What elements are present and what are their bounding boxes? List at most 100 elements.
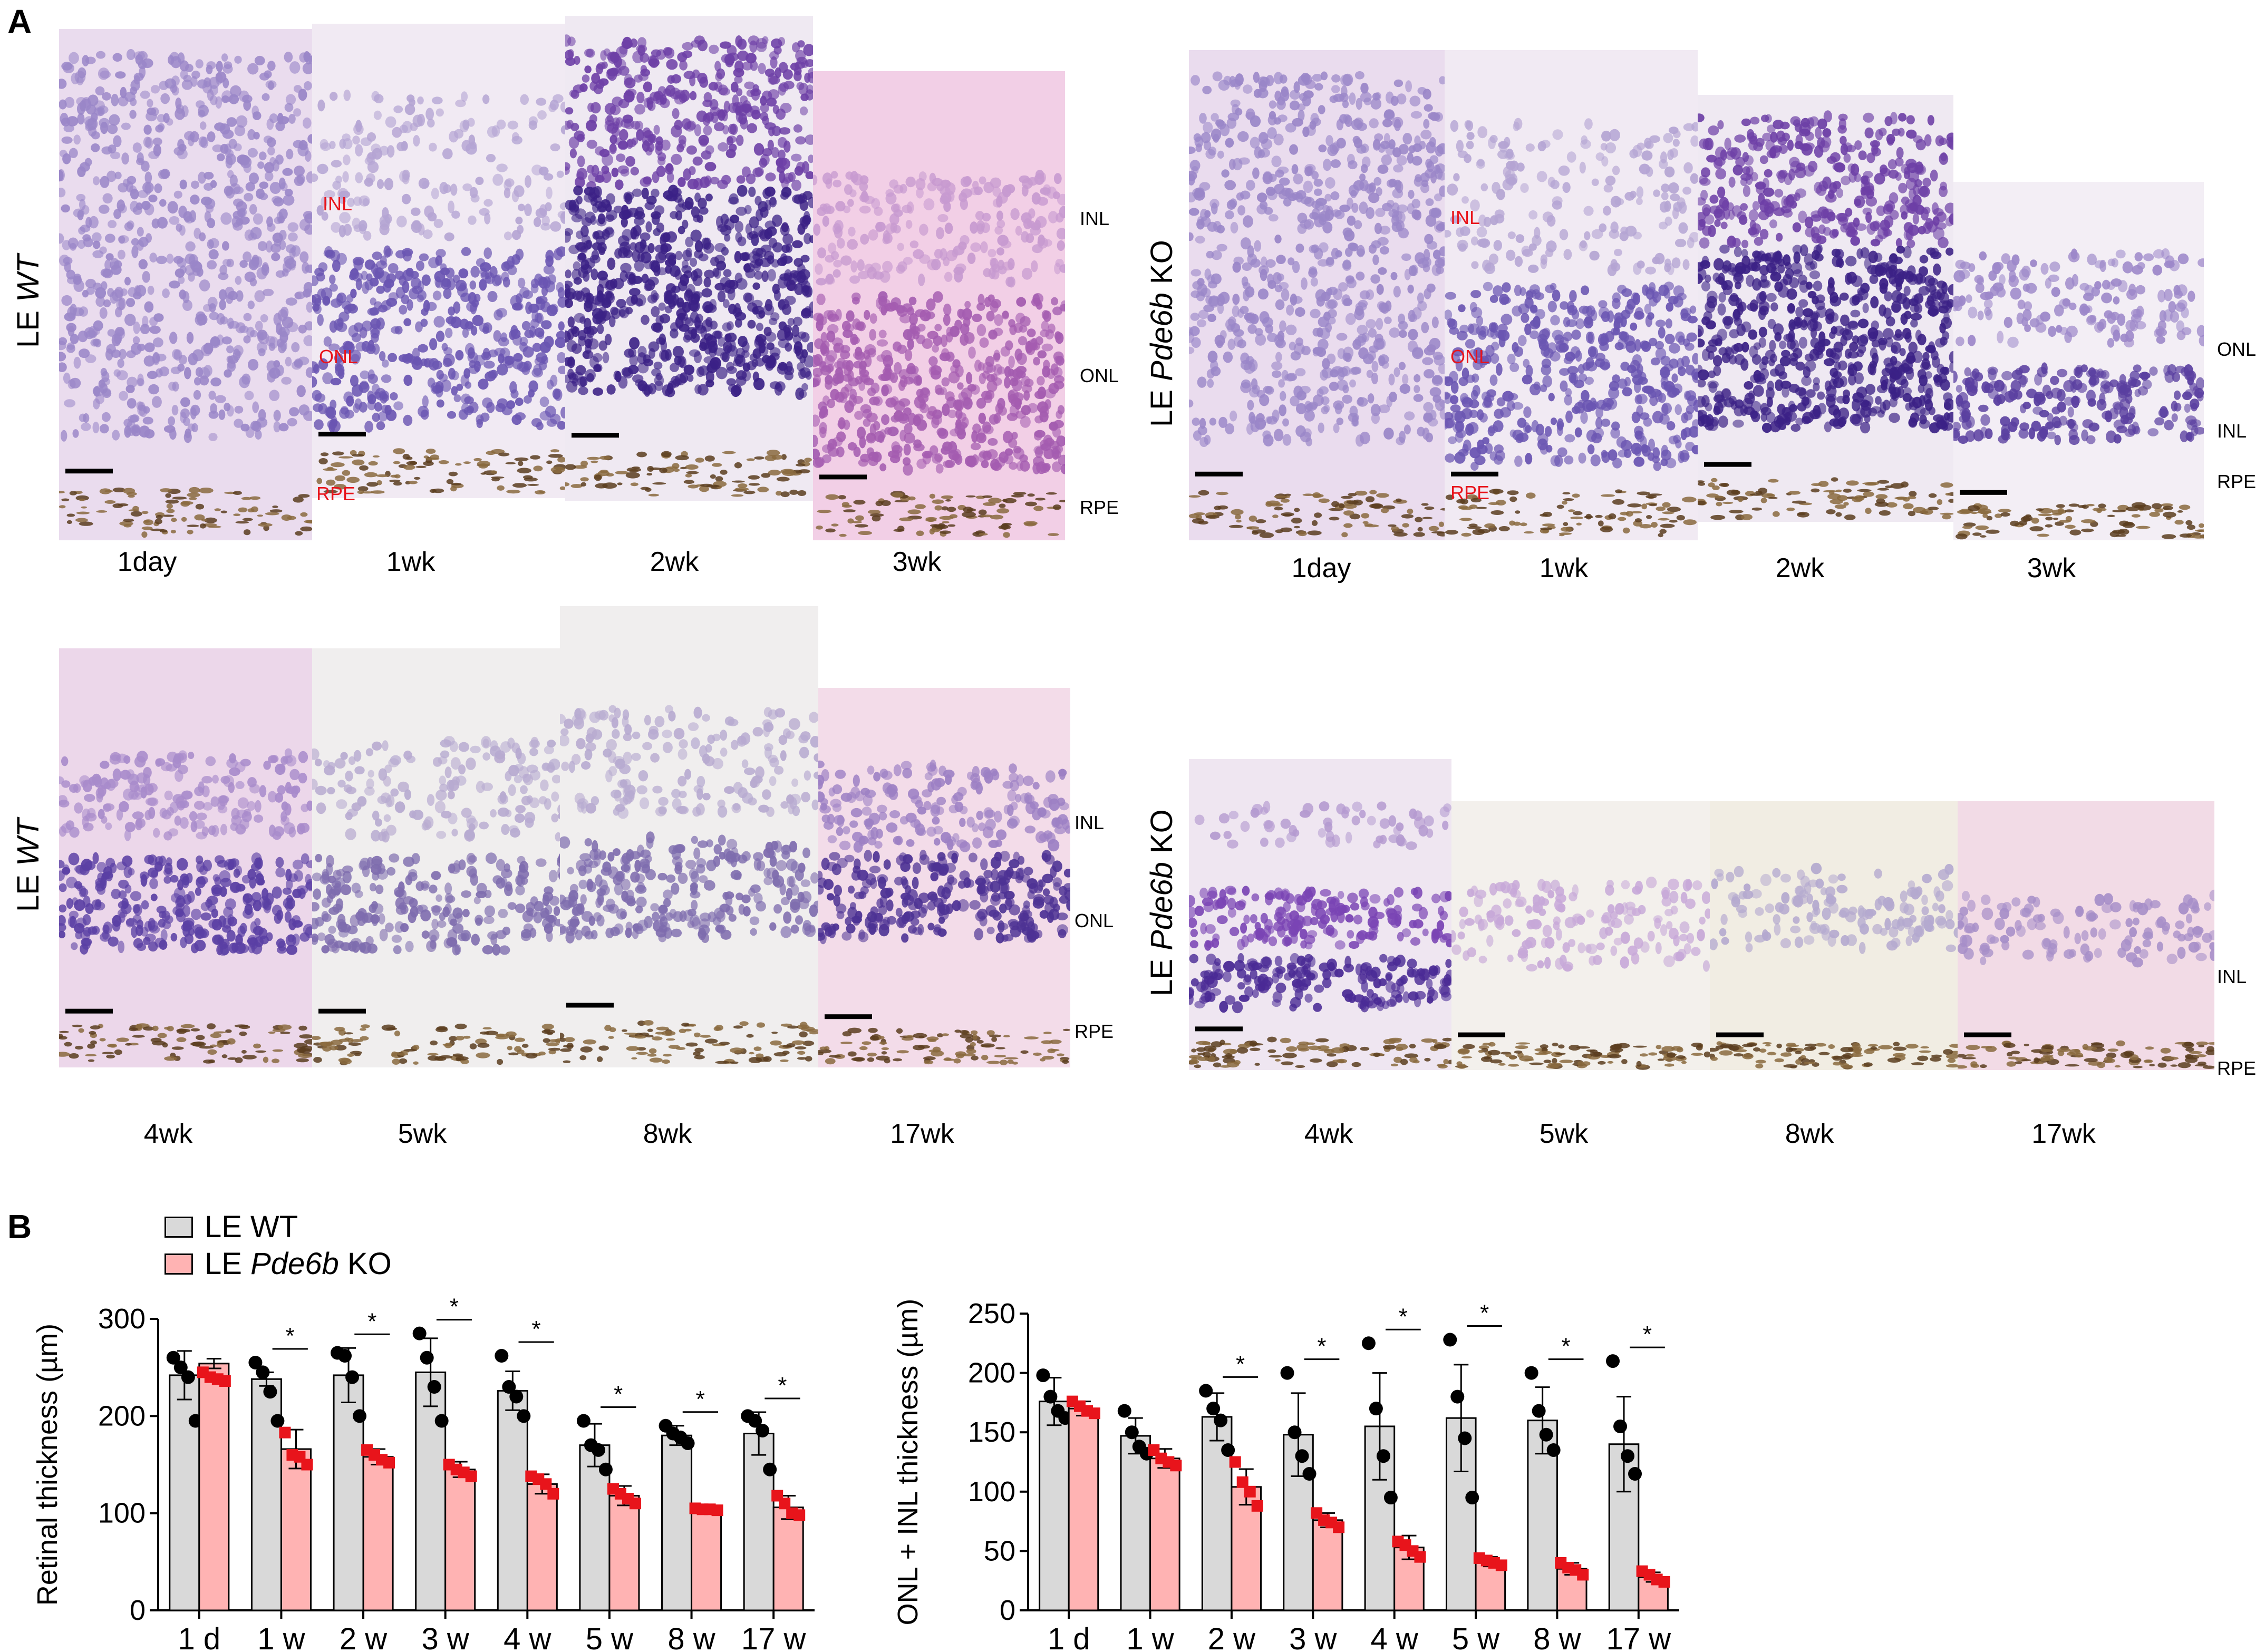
data-point bbox=[576, 1414, 591, 1428]
significance-star: * bbox=[286, 1323, 295, 1349]
data-point bbox=[256, 1365, 270, 1379]
rpe-red-label: RPE bbox=[1450, 482, 1490, 503]
bar bbox=[743, 1433, 775, 1611]
significance-star: * bbox=[1399, 1304, 1408, 1329]
bar bbox=[169, 1374, 200, 1611]
data-point bbox=[598, 1462, 613, 1476]
rpe-red-label: RPE bbox=[316, 483, 356, 504]
time-label: 2wk bbox=[1775, 553, 1825, 584]
scale-bar bbox=[1964, 1032, 2011, 1037]
y-tick-label: 100 bbox=[98, 1498, 146, 1529]
significance-star: * bbox=[532, 1316, 541, 1342]
histology-tile bbox=[59, 648, 312, 1067]
histology-tile bbox=[1189, 759, 1451, 1070]
row-label-ko-top: LE Pde6b KO bbox=[1145, 240, 1179, 427]
data-point bbox=[1302, 1467, 1317, 1481]
scale-bar bbox=[1195, 1026, 1243, 1032]
data-point bbox=[1251, 1500, 1263, 1512]
data-point bbox=[263, 1385, 277, 1399]
histology-tile bbox=[565, 16, 813, 501]
data-point bbox=[412, 1326, 427, 1340]
data-point bbox=[1376, 1449, 1390, 1463]
data-point bbox=[756, 1423, 770, 1437]
data-point bbox=[1361, 1336, 1376, 1350]
x-tick-label: 4 w bbox=[1371, 1622, 1419, 1652]
histology-tile bbox=[59, 29, 312, 540]
data-point bbox=[427, 1380, 441, 1394]
data-point bbox=[540, 1478, 552, 1490]
histology-tile bbox=[818, 688, 1070, 1067]
data-point bbox=[270, 1414, 285, 1428]
data-point bbox=[748, 1414, 762, 1428]
legend-ko: LE Pde6b KO bbox=[164, 1246, 392, 1281]
histology-tile bbox=[1189, 50, 1445, 540]
x-tick-label: 3 w bbox=[1289, 1622, 1337, 1652]
data-point bbox=[1125, 1425, 1139, 1440]
data-point bbox=[502, 1380, 516, 1394]
scale-bar bbox=[566, 1003, 614, 1008]
time-label: 3wk bbox=[892, 547, 942, 577]
data-point bbox=[173, 1361, 188, 1375]
bar bbox=[772, 1507, 804, 1611]
data-point bbox=[495, 1349, 509, 1363]
y-tick-label: 150 bbox=[968, 1416, 1015, 1448]
data-point bbox=[1295, 1449, 1309, 1463]
data-point bbox=[1369, 1402, 1383, 1416]
time-label: 2wk bbox=[650, 547, 699, 577]
significance-star: * bbox=[1643, 1321, 1652, 1347]
time-label: 17wk bbox=[890, 1119, 954, 1149]
bar bbox=[691, 1508, 722, 1611]
data-point bbox=[338, 1349, 352, 1363]
row-label-wt-bottom: LE WT bbox=[11, 818, 45, 912]
data-point bbox=[383, 1456, 395, 1469]
data-point bbox=[420, 1350, 434, 1365]
inl-side-label: INL bbox=[1080, 208, 1110, 229]
time-label: 3wk bbox=[2027, 553, 2076, 584]
time-label: 5wk bbox=[1539, 1119, 1589, 1149]
bar bbox=[1120, 1435, 1151, 1611]
onl-red-label: ONL bbox=[1450, 346, 1490, 367]
scale-bar bbox=[318, 1008, 366, 1014]
time-label: 8wk bbox=[643, 1119, 692, 1149]
data-point bbox=[1458, 1431, 1472, 1445]
bar bbox=[198, 1363, 230, 1611]
data-point bbox=[279, 1426, 291, 1439]
x-tick-label: 1 d bbox=[1048, 1622, 1090, 1652]
histology-tile bbox=[560, 606, 818, 1067]
y-tick-label: 200 bbox=[98, 1400, 146, 1432]
time-label: 1day bbox=[117, 547, 177, 577]
scale-bar bbox=[1960, 490, 2007, 495]
x-tick-label: 1 w bbox=[1126, 1622, 1174, 1652]
data-point bbox=[465, 1470, 477, 1482]
inl-side-label: INL bbox=[1075, 812, 1105, 833]
x-tick-label: 3 w bbox=[422, 1622, 470, 1652]
y-tick-label: 200 bbox=[968, 1357, 1015, 1389]
data-point bbox=[509, 1389, 524, 1404]
data-point bbox=[1546, 1443, 1561, 1457]
data-point bbox=[1214, 1413, 1228, 1427]
y-axis-label: ONL + INL thickness (µm) bbox=[896, 1299, 924, 1626]
data-point bbox=[591, 1443, 605, 1457]
significance-star: * bbox=[696, 1386, 705, 1412]
data-point bbox=[763, 1462, 777, 1476]
scale-bar bbox=[819, 474, 867, 480]
bar bbox=[1039, 1401, 1070, 1611]
onl-side-label: ONL bbox=[1080, 365, 1119, 386]
scale-bar bbox=[65, 469, 113, 474]
histology-tile bbox=[813, 71, 1065, 540]
significance-star: * bbox=[614, 1382, 623, 1407]
row-label-ko-bottom: LE Pde6b KO bbox=[1145, 809, 1179, 996]
data-point bbox=[629, 1498, 641, 1510]
data-point bbox=[1036, 1368, 1050, 1383]
data-point bbox=[1170, 1460, 1182, 1472]
data-point bbox=[681, 1436, 695, 1450]
scale-bar bbox=[1458, 1032, 1505, 1037]
x-tick-label: 8 w bbox=[667, 1622, 715, 1652]
bar bbox=[415, 1371, 447, 1611]
inl-red-label: INL bbox=[323, 193, 353, 215]
y-tick-label: 50 bbox=[984, 1535, 1015, 1567]
data-point bbox=[248, 1355, 263, 1369]
x-tick-label: 5 w bbox=[586, 1622, 634, 1652]
onl-side-label: ONL bbox=[2217, 338, 2257, 360]
data-point bbox=[166, 1350, 180, 1365]
